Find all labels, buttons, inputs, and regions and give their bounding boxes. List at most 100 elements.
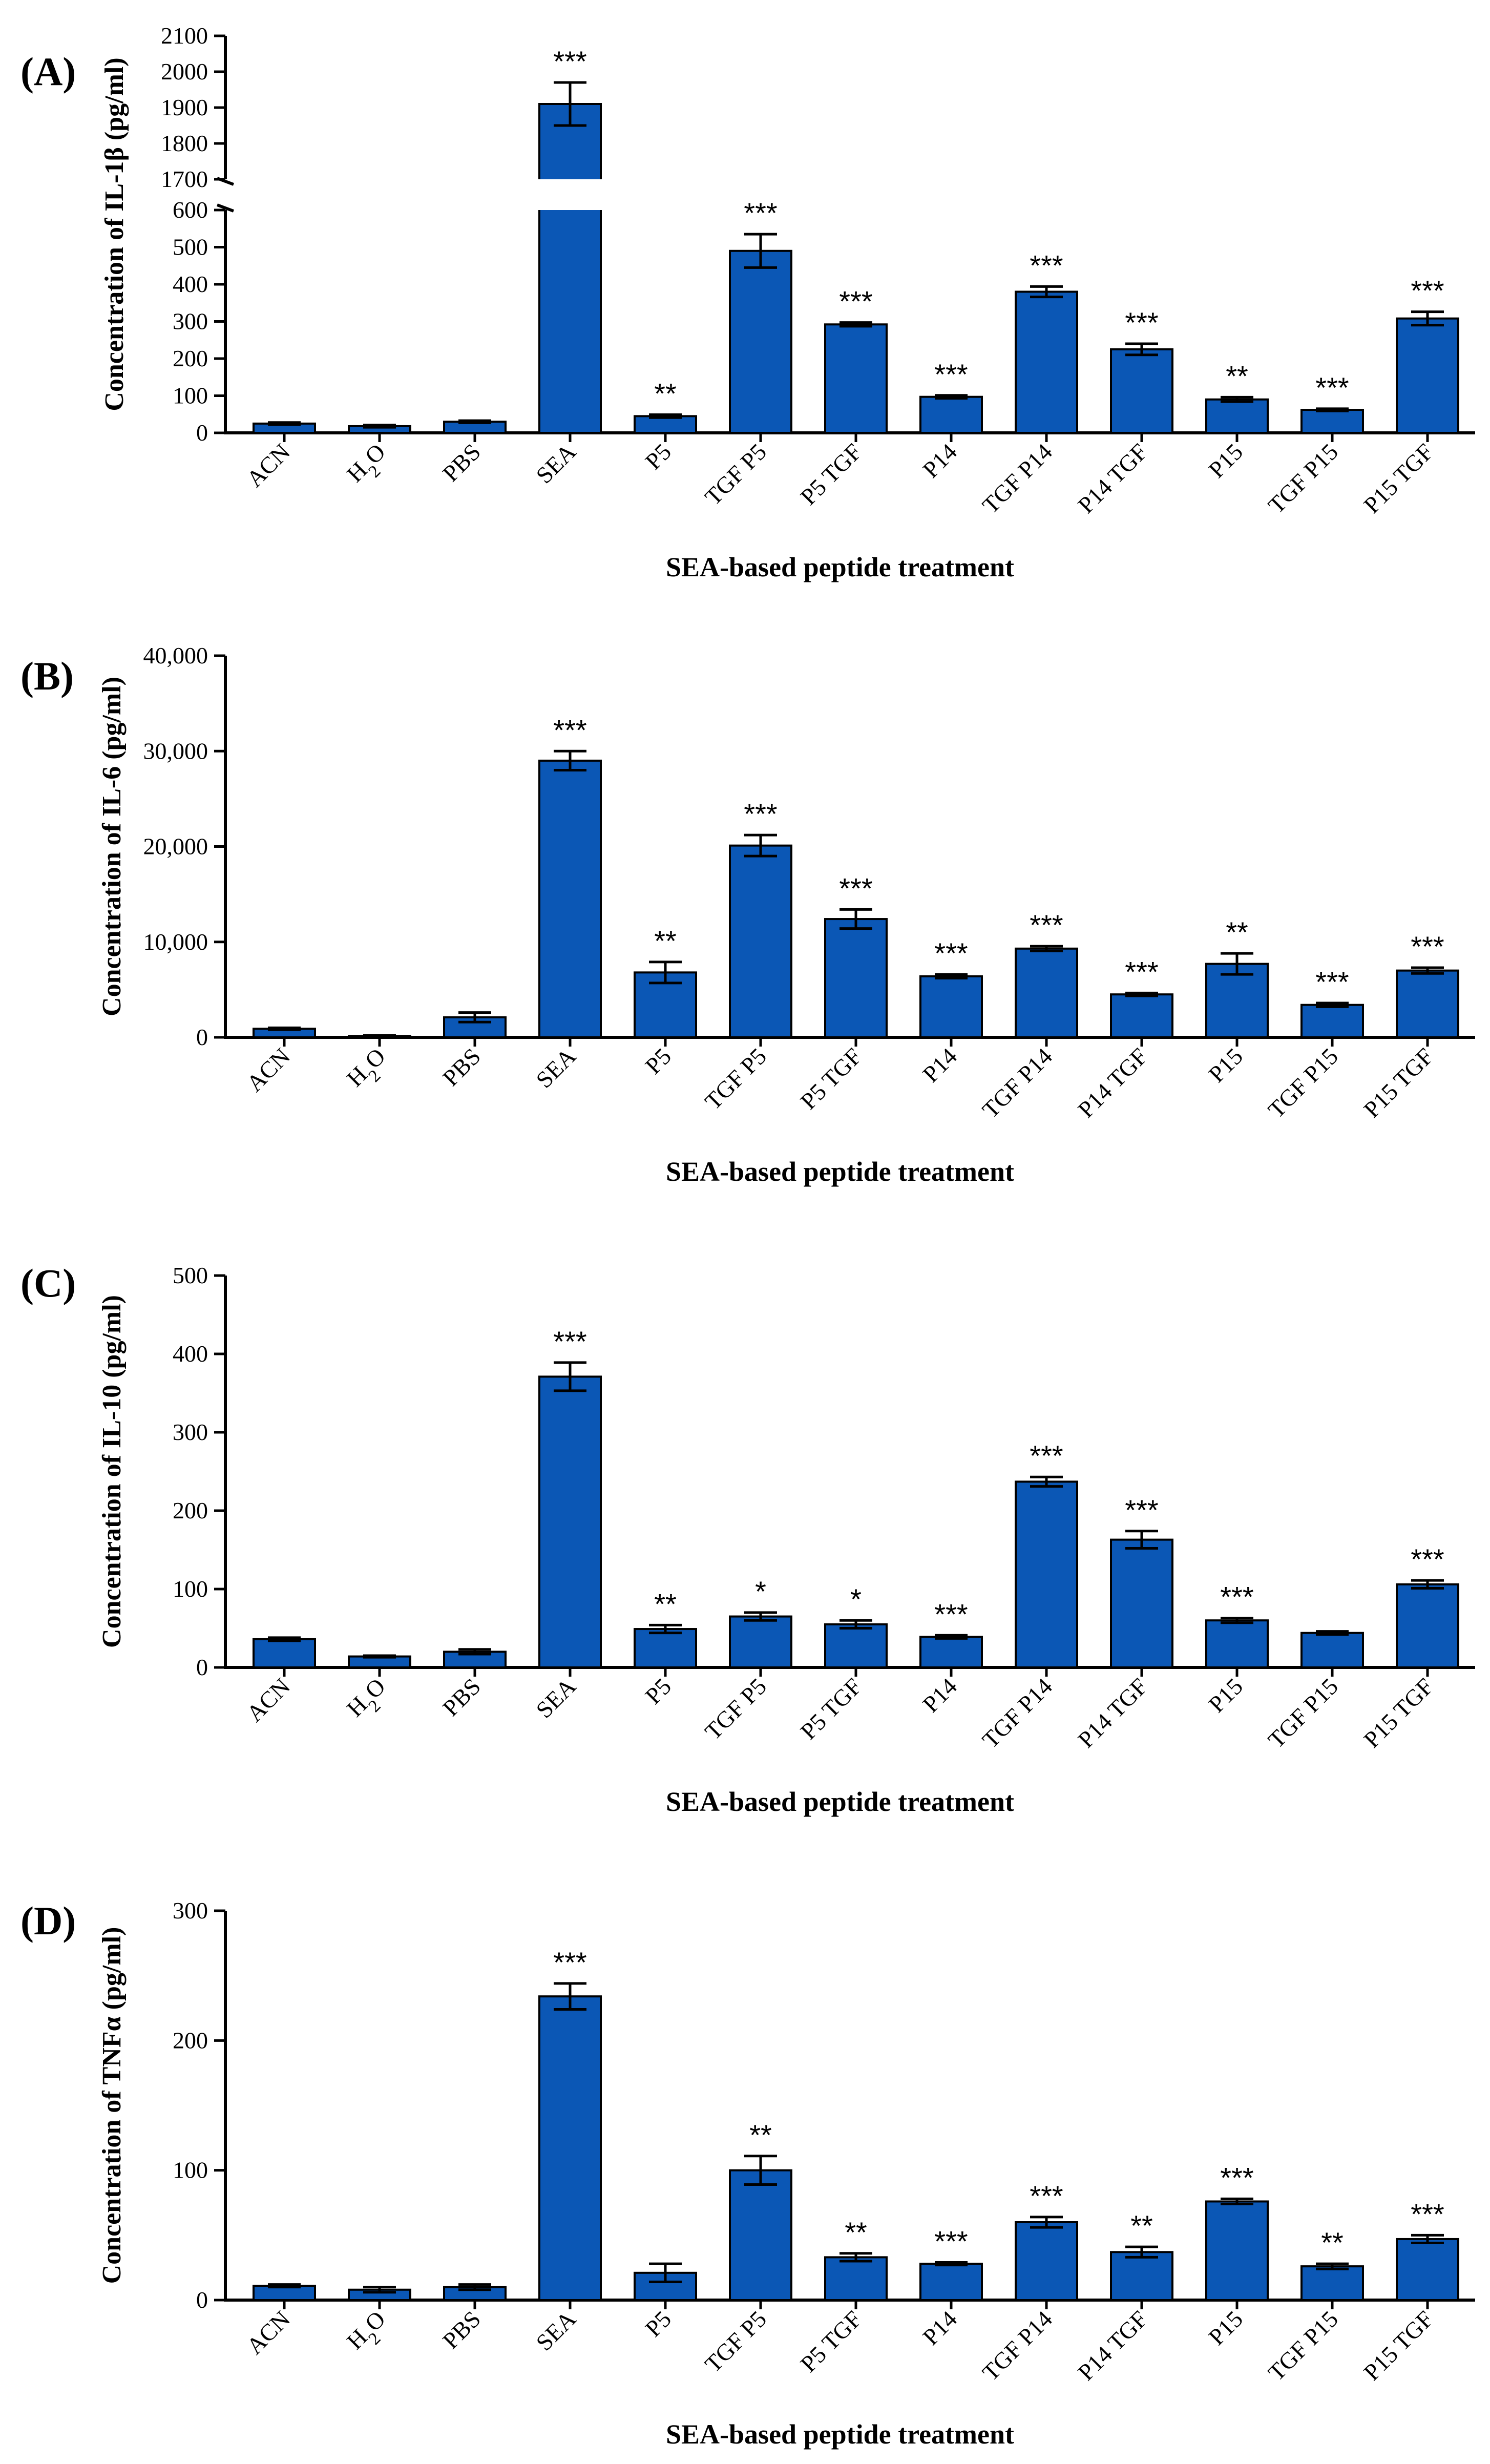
y-tick-label: 400 xyxy=(173,271,208,297)
bar xyxy=(1015,1480,1078,1668)
y-tick-label: 200 xyxy=(173,2027,208,2053)
category-label: H2O xyxy=(342,1673,396,1728)
significance-label: *** xyxy=(744,798,777,830)
y-tick-label: 500 xyxy=(173,1262,208,1288)
significance-label: *** xyxy=(1220,2161,1253,2194)
bar xyxy=(824,1623,888,1669)
bar xyxy=(1396,969,1459,1038)
y-tick-label: 300 xyxy=(173,1897,208,1924)
significance-label: *** xyxy=(744,197,777,229)
category-label: P5 TGF xyxy=(795,1673,867,1744)
y-tick-label: 40,000 xyxy=(143,642,208,669)
y-tick-label: 100 xyxy=(173,2157,208,2183)
axis-break-mark xyxy=(216,203,235,213)
bar xyxy=(1300,409,1364,434)
significance-label: *** xyxy=(1315,966,1349,998)
bar xyxy=(729,249,792,434)
bar xyxy=(919,1636,983,1669)
bar xyxy=(634,1628,697,1669)
category-label: ACN xyxy=(241,1673,295,1727)
y-tick-label: 100 xyxy=(173,1576,208,1602)
category-label: PBS xyxy=(437,2306,486,2354)
bar xyxy=(1110,348,1173,434)
bar xyxy=(1205,398,1269,434)
category-label: TGF P15 xyxy=(1263,438,1343,518)
significance-label: *** xyxy=(839,285,872,318)
y-tick-label: 0 xyxy=(196,420,208,446)
category-label: SEA xyxy=(531,438,581,489)
panel-letter: (A) xyxy=(20,49,76,94)
category-label: PBS xyxy=(437,1043,486,1091)
bar-break-gap xyxy=(537,179,603,210)
bar xyxy=(729,1615,792,1669)
y-tick-label: 30,000 xyxy=(143,738,208,764)
y-axis-title: Concentration of IL-10 (pg/ml) xyxy=(97,1295,127,1648)
bar xyxy=(824,918,888,1039)
bar xyxy=(1015,290,1078,434)
significance-label: ** xyxy=(654,377,677,409)
significance-label: *** xyxy=(934,358,968,390)
x-axis-title: SEA-based peptide treatment xyxy=(666,1156,1014,1187)
bar xyxy=(1015,947,1078,1038)
panel-letter: (B) xyxy=(20,654,74,698)
bar xyxy=(1300,2265,1364,2301)
category-label: TGF P14 xyxy=(977,438,1057,518)
y-tick-label: 500 xyxy=(173,234,208,260)
significance-label: *** xyxy=(553,1946,586,1978)
bar xyxy=(1110,2251,1173,2301)
x-axis-title: SEA-based peptide treatment xyxy=(666,1786,1014,1817)
y-tick-label: 2100 xyxy=(161,23,208,49)
significance-label: *** xyxy=(1315,371,1349,404)
x-axis-title: SEA-based peptide treatment xyxy=(666,2419,1014,2450)
y-tick-label: 10,000 xyxy=(143,929,208,955)
category-label: P15 xyxy=(1203,2306,1248,2350)
category-label: P5 TGF xyxy=(795,1043,867,1114)
significance-label: *** xyxy=(934,2225,968,2258)
category-label: H2O xyxy=(342,2306,396,2361)
y-tick-label: 0 xyxy=(196,2287,208,2313)
y-tick-label: 600 xyxy=(173,197,208,223)
y-tick-label: 300 xyxy=(173,1419,208,1445)
significance-label: *** xyxy=(1220,1581,1253,1613)
category-label: P14 TGF xyxy=(1073,438,1152,518)
significance-label: ** xyxy=(654,925,677,957)
significance-label: *** xyxy=(1030,249,1063,281)
bar xyxy=(1396,1583,1459,1669)
y-tick-label: 1900 xyxy=(161,94,208,120)
category-label: P5 xyxy=(640,1043,676,1079)
significance-label: *** xyxy=(934,937,968,969)
category-label: P14 xyxy=(917,2306,962,2350)
bar xyxy=(919,975,983,1039)
y-tick-label: 100 xyxy=(173,383,208,409)
category-label: P5 xyxy=(640,2306,676,2342)
y-tick-label: 1800 xyxy=(161,130,208,156)
significance-label: *** xyxy=(1030,1439,1063,1472)
significance-label: *** xyxy=(839,872,872,904)
significance-label: *** xyxy=(1125,306,1158,339)
bar xyxy=(1015,2221,1078,2301)
bar xyxy=(538,1995,602,2301)
category-label: P14 xyxy=(917,1043,962,1088)
y-tick-label: 400 xyxy=(173,1341,208,1367)
category-label: ACN xyxy=(241,2306,295,2359)
significance-label: *** xyxy=(1125,955,1158,988)
category-label: P5 xyxy=(640,438,676,474)
category-label: TGF P15 xyxy=(1263,1673,1343,1753)
category-label: TGF P14 xyxy=(977,1043,1057,1123)
bar xyxy=(919,395,983,434)
bar xyxy=(1205,2200,1269,2302)
category-label: H2O xyxy=(342,438,396,493)
category-label: P14 TGF xyxy=(1073,1673,1152,1753)
y-axis-title: Concentration of IL-1β (pg/ml) xyxy=(100,57,129,411)
significance-label: *** xyxy=(553,714,586,746)
y-tick-label: 0 xyxy=(196,1024,208,1050)
category-label: TGF P14 xyxy=(977,1673,1057,1753)
significance-label: *** xyxy=(1125,1494,1158,1526)
category-label: SEA xyxy=(531,2306,581,2356)
bar xyxy=(1110,993,1173,1038)
category-label: P15 TGF xyxy=(1358,438,1438,518)
bar xyxy=(1396,317,1459,434)
y-tick-label: 1700 xyxy=(161,166,208,192)
